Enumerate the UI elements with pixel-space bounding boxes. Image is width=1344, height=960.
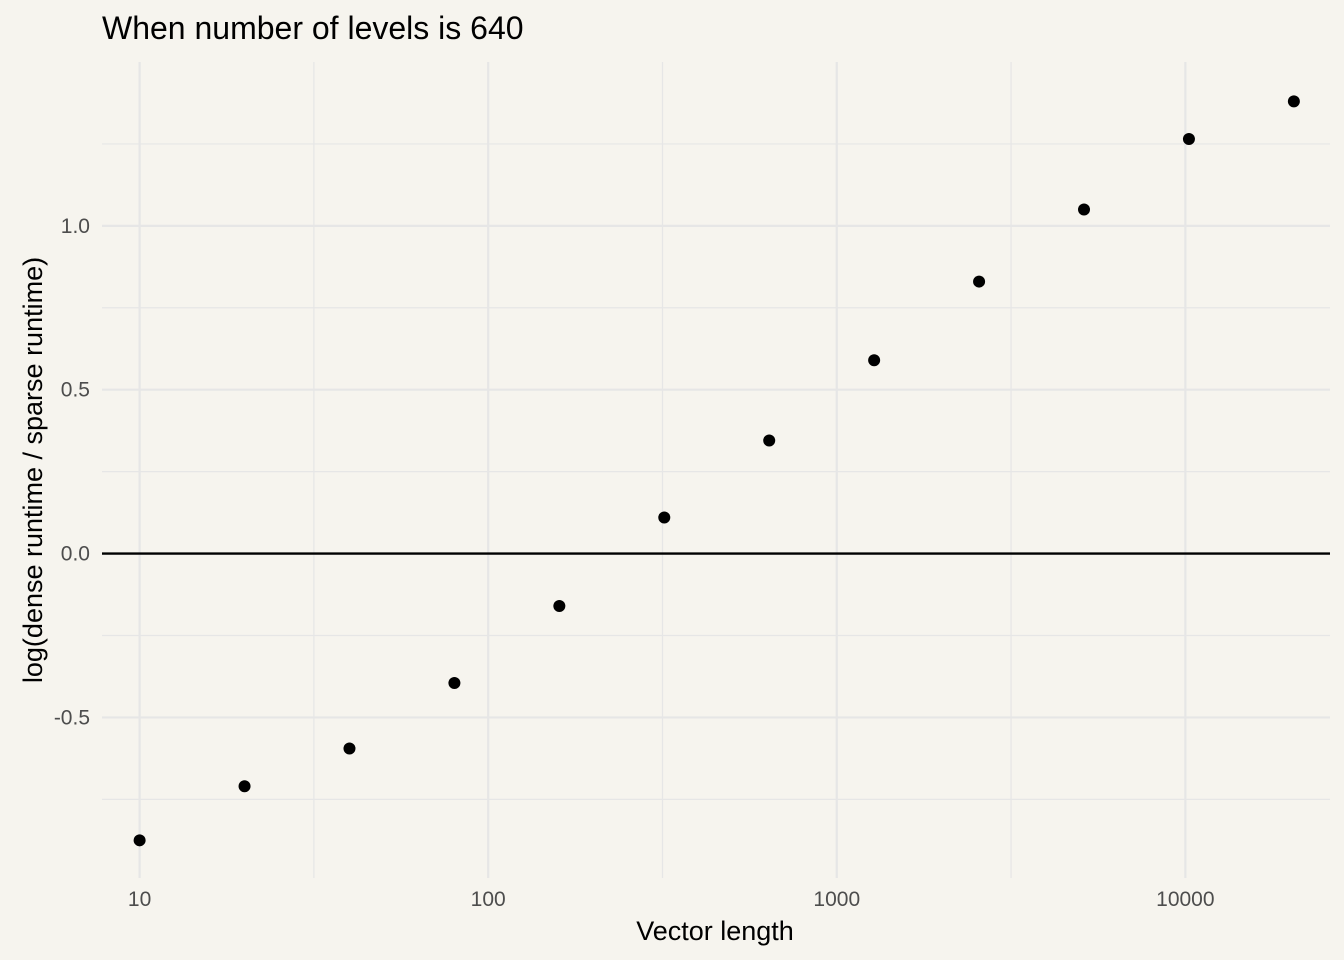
x-tick-label: 100 xyxy=(471,888,506,911)
y-axis-label: log(dense runtime / sparse runtime) xyxy=(18,257,48,683)
y-tick-label: 1.0 xyxy=(61,215,90,238)
data-point xyxy=(1287,95,1300,108)
y-tick-label: -0.5 xyxy=(54,706,90,729)
data-point xyxy=(238,780,251,793)
data-point xyxy=(448,677,461,690)
x-tick-label: 10 xyxy=(128,888,151,911)
x-axis-label: Vector length xyxy=(636,916,794,946)
data-point xyxy=(1078,203,1091,216)
data-point xyxy=(868,354,881,367)
x-tick-label: 1000 xyxy=(813,888,860,911)
data-point xyxy=(1182,133,1195,146)
data-point xyxy=(658,511,671,524)
data-point xyxy=(763,434,776,447)
data-point xyxy=(343,742,356,755)
x-tick-label: 10000 xyxy=(1156,888,1214,911)
data-point xyxy=(133,834,146,847)
data-point xyxy=(553,600,566,612)
y-tick-label: 0.5 xyxy=(61,379,90,402)
points-layer xyxy=(133,95,1300,847)
ticks-layer: 10 100 1000 10000 -0.5 0.0 0.5 1.0 xyxy=(54,215,1215,911)
data-point xyxy=(973,275,986,288)
y-tick-label: 0.0 xyxy=(61,543,90,566)
chart-title: When number of levels is 640 xyxy=(102,10,524,46)
